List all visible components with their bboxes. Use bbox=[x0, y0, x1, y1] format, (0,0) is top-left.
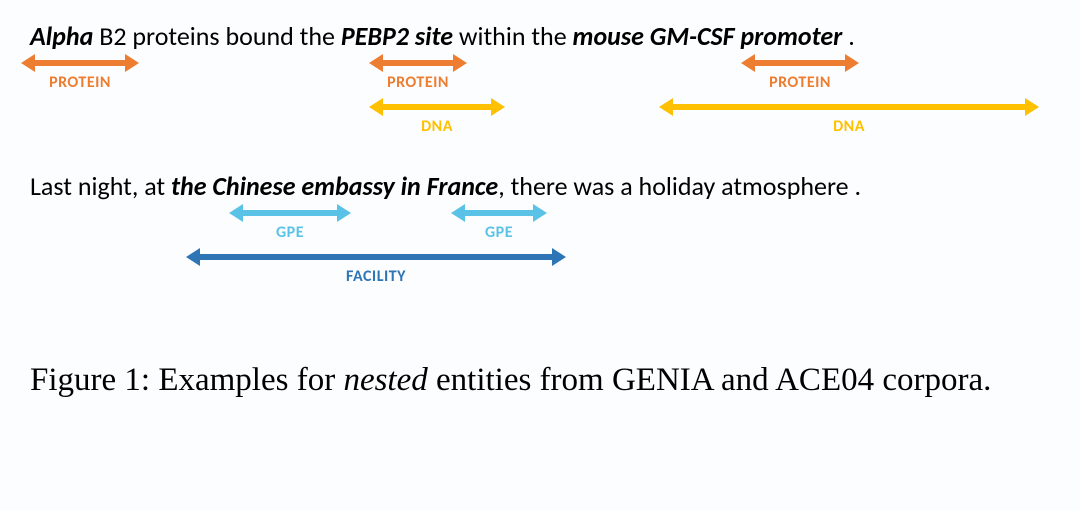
s2-p2: , there was a holiday atmosphere . bbox=[498, 170, 861, 202]
sentence-1: Alpha B2 proteins bound the PEBP2 site w… bbox=[30, 20, 1050, 54]
annotation-dna: DNA bbox=[668, 104, 1030, 136]
s2-p1: the Chinese embassy in France bbox=[171, 170, 498, 202]
annotation-label: PROTEIN bbox=[378, 73, 458, 92]
annotation-label: FACILITY bbox=[195, 267, 557, 286]
s1-p1: B2 proteins bound the bbox=[93, 20, 341, 52]
annotation-arrow bbox=[750, 60, 850, 66]
annotation-gpe: GPE bbox=[238, 210, 342, 242]
s1-p2: PEBP2 site bbox=[341, 20, 453, 52]
s2-p0: Last night, at bbox=[30, 170, 171, 202]
sentence-2: Last night, at the Chinese embassy in Fr… bbox=[30, 170, 1050, 204]
annotation-arrow bbox=[238, 210, 342, 216]
annotation-dna: DNA bbox=[378, 104, 496, 136]
s1-p3: within the bbox=[453, 20, 573, 52]
annotation-arrow bbox=[195, 254, 557, 260]
annotation-arrow bbox=[30, 60, 130, 66]
annotation-arrow bbox=[668, 104, 1030, 110]
figure-caption: Figure 1: Examples for nested entities f… bbox=[30, 358, 1050, 403]
annotation-label: DNA bbox=[668, 117, 1030, 136]
s1-annotation-layer-0: PROTEIN PROTEIN PROTEIN bbox=[30, 60, 1050, 98]
annotation-protein: PROTEIN bbox=[30, 60, 130, 92]
annotation-protein: PROTEIN bbox=[750, 60, 850, 92]
caption-italic: nested bbox=[343, 362, 427, 398]
annotation-label: DNA bbox=[378, 117, 496, 136]
s2-annotation-layer-1: FACILITY bbox=[30, 254, 1050, 292]
annotation-label: PROTEIN bbox=[750, 73, 850, 92]
annotation-facility: FACILITY bbox=[195, 254, 557, 286]
caption-prefix: Figure 1: Examples for bbox=[30, 362, 343, 398]
annotation-arrow bbox=[378, 104, 496, 110]
annotation-gpe: GPE bbox=[460, 210, 538, 242]
s1-p0: Alpha bbox=[30, 20, 93, 52]
s2-annotation-layer-0: GPE GPE bbox=[30, 210, 1050, 248]
annotation-label: GPE bbox=[460, 223, 538, 242]
annotation-arrow bbox=[378, 60, 458, 66]
annotation-label: PROTEIN bbox=[30, 73, 130, 92]
s1-annotation-layer-1: DNA DNA bbox=[30, 104, 1050, 142]
s1-p5: . bbox=[842, 20, 854, 52]
s1-p4: mouse GM-CSF promoter bbox=[573, 20, 843, 52]
caption-suffix: entities from GENIA and ACE04 corpora. bbox=[428, 362, 992, 398]
annotation-protein: PROTEIN bbox=[378, 60, 458, 92]
annotation-label: GPE bbox=[238, 223, 342, 242]
annotation-arrow bbox=[460, 210, 538, 216]
